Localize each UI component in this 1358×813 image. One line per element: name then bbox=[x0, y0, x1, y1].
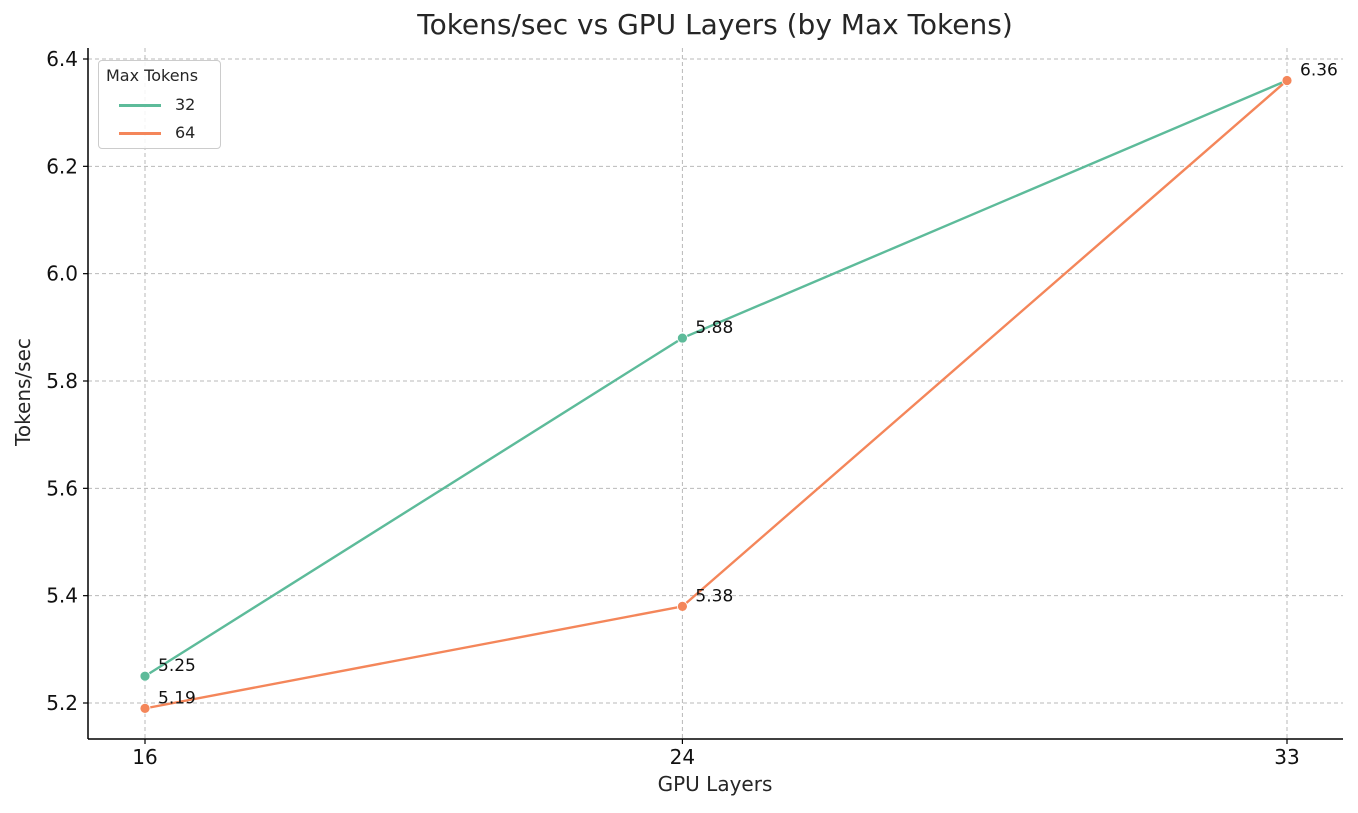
axes bbox=[83, 48, 1343, 744]
legend-swatch-64 bbox=[119, 132, 161, 135]
data-label: 5.38 bbox=[695, 586, 733, 606]
gridlines bbox=[88, 48, 1343, 739]
y-tick-label: 5.4 bbox=[46, 584, 78, 608]
data-label: 5.25 bbox=[158, 656, 196, 676]
x-tick-label: 24 bbox=[670, 745, 695, 769]
y-tick-label: 6.0 bbox=[46, 262, 78, 286]
data-label: 5.88 bbox=[695, 318, 733, 338]
legend-item-64: 64 bbox=[119, 123, 219, 143]
legend: Max Tokens 32 64 bbox=[98, 60, 221, 149]
y-tick-label: 5.8 bbox=[46, 369, 78, 393]
series-line-64 bbox=[144, 79, 1288, 710]
legend-title: Max Tokens bbox=[106, 66, 199, 85]
x-tick-label: 33 bbox=[1274, 745, 1299, 769]
y-axis-label: Tokens/sec bbox=[11, 338, 35, 446]
chart-title: Tokens/sec vs GPU Layers (by Max Tokens) bbox=[417, 8, 1013, 41]
legend-item-32: 32 bbox=[119, 95, 219, 115]
y-tick-label: 5.6 bbox=[46, 476, 78, 500]
data-point-64 bbox=[139, 702, 151, 714]
data-point-64 bbox=[1281, 75, 1293, 86]
tick-labels: 5.2 5.4 5.6 5.8 6.0 6.2 6.4 16 24 33 bbox=[46, 47, 1300, 769]
x-tick-label: 16 bbox=[132, 745, 157, 769]
legend-swatch-32 bbox=[119, 104, 161, 107]
y-tick-label: 6.2 bbox=[46, 154, 78, 178]
data-point-32 bbox=[677, 332, 688, 344]
legend-label: 64 bbox=[175, 123, 196, 142]
data-label: 6.36 bbox=[1300, 60, 1338, 80]
data-labels: 5.25 5.88 5.19 5.38 6.36 bbox=[158, 60, 1338, 708]
y-tick-label: 5.2 bbox=[46, 691, 78, 715]
data-label: 5.19 bbox=[158, 688, 196, 708]
x-axis-label: GPU Layers bbox=[657, 772, 773, 796]
y-tick-label: 6.4 bbox=[46, 47, 78, 71]
data-point-32 bbox=[139, 670, 151, 682]
series-lines bbox=[139, 75, 1293, 714]
data-point-64 bbox=[677, 601, 688, 612]
legend-label: 32 bbox=[175, 95, 196, 114]
